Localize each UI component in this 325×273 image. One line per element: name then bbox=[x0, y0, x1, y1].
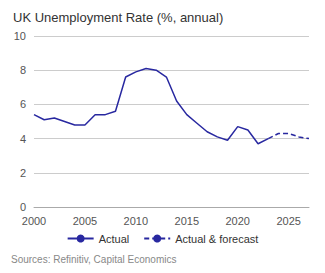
svg-text:2010: 2010 bbox=[124, 215, 148, 227]
svg-text:Actual & forecast: Actual & forecast bbox=[175, 233, 258, 245]
svg-text:Actual: Actual bbox=[99, 233, 130, 245]
svg-text:2015: 2015 bbox=[175, 215, 199, 227]
svg-text:2: 2 bbox=[20, 167, 26, 179]
svg-text:10: 10 bbox=[14, 30, 26, 42]
svg-text:2025: 2025 bbox=[276, 215, 300, 227]
svg-text:2005: 2005 bbox=[73, 215, 97, 227]
svg-text:4: 4 bbox=[20, 133, 26, 145]
svg-text:2020: 2020 bbox=[225, 215, 249, 227]
svg-text:0: 0 bbox=[20, 201, 26, 213]
svg-text:6: 6 bbox=[20, 98, 26, 110]
svg-text:UK Unemployment Rate (%, annua: UK Unemployment Rate (%, annual) bbox=[13, 10, 223, 25]
svg-text:2000: 2000 bbox=[22, 215, 46, 227]
svg-text:8: 8 bbox=[20, 64, 26, 76]
svg-text:Sources: Refinitiv, Capital Ec: Sources: Refinitiv, Capital Economics bbox=[11, 254, 176, 265]
